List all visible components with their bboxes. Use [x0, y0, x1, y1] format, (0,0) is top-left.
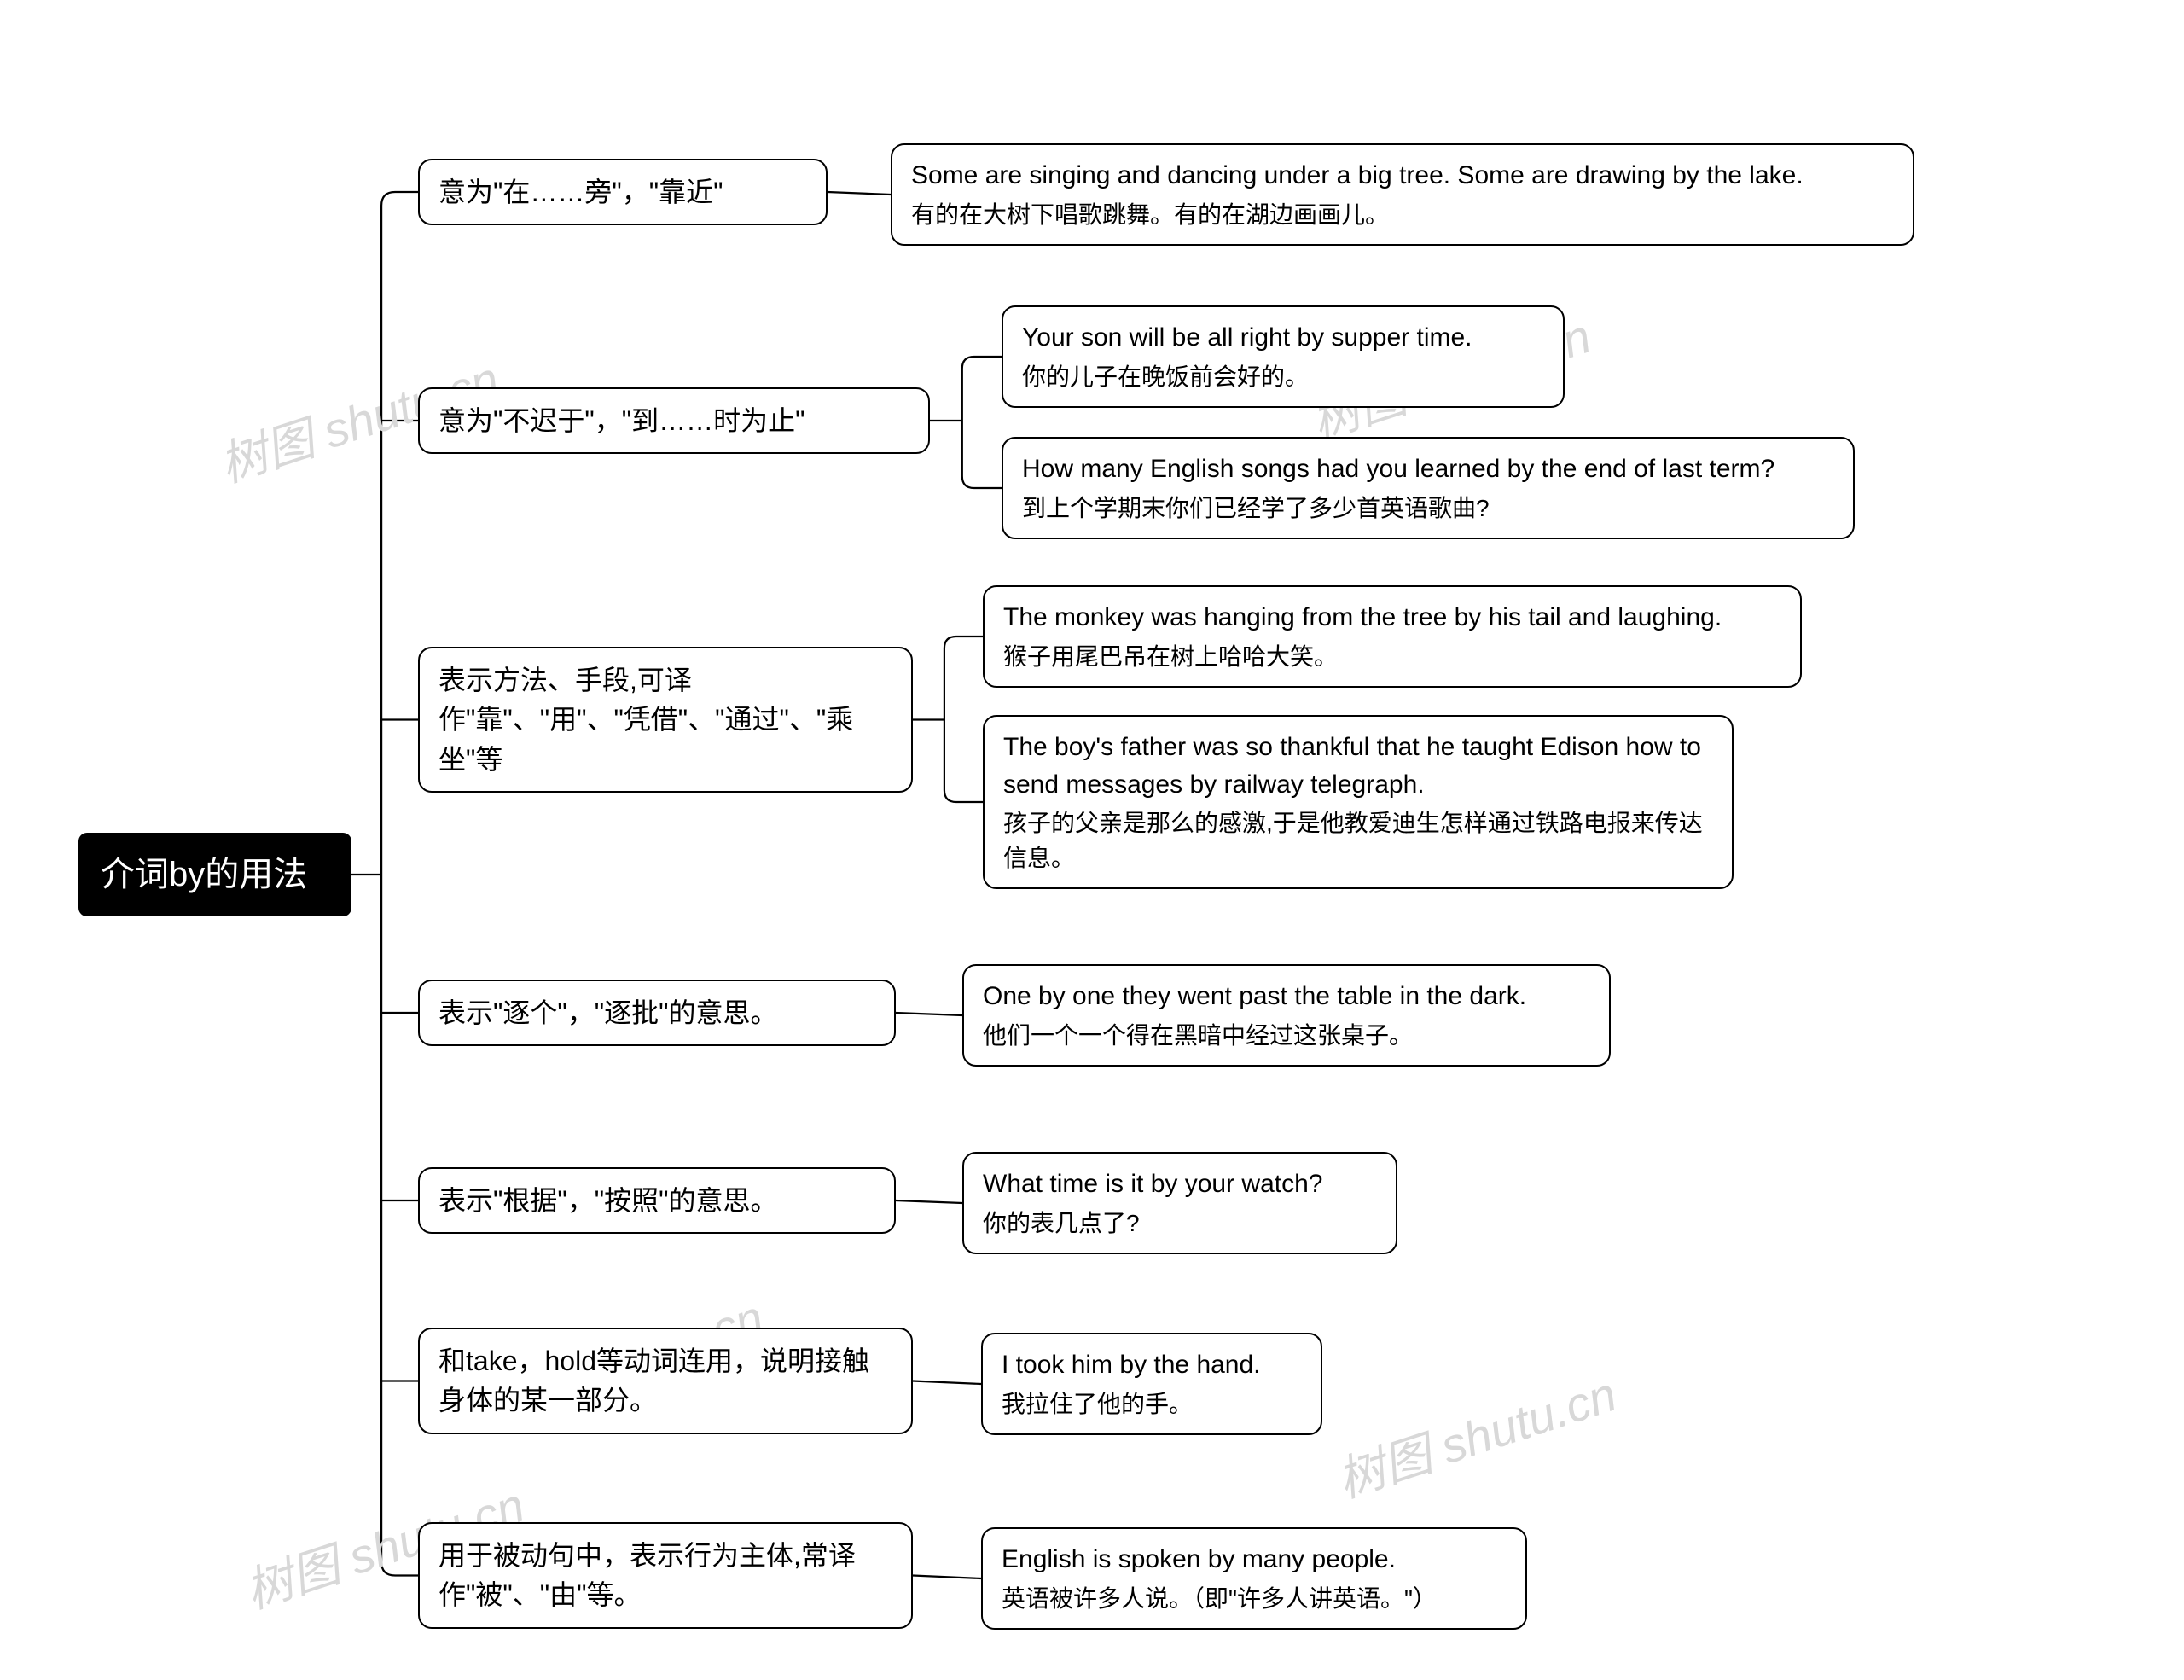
example-node: Some are singing and dancing under a big…	[891, 143, 1914, 246]
example-node: What time is it by your watch?你的表几点了?	[962, 1152, 1397, 1254]
example-zh: 英语被许多人说。（即"许多人讲英语。"）	[1002, 1582, 1507, 1617]
example-en: I took him by the hand.	[1002, 1346, 1302, 1384]
example-en: Your son will be all right by supper tim…	[1022, 319, 1544, 357]
example-en: The boy's father was so thankful that he…	[1003, 729, 1713, 803]
branch-node: 和take，hold等动词连用，说明接触身体的某一部分。	[418, 1328, 913, 1434]
branch-node: 意为"不迟于"，"到……时为止"	[418, 387, 930, 454]
example-node: English is spoken by many people. 英语被许多人说…	[981, 1527, 1527, 1630]
example-zh: 到上个学期末你们已经学了多少首英语歌曲?	[1022, 491, 1834, 526]
example-zh: 猴子用尾巴吊在树上哈哈大笑。	[1003, 640, 1781, 675]
example-zh: 你的表几点了?	[983, 1206, 1377, 1241]
example-zh: 孩子的父亲是那么的感激,于是他教爱迪生怎样通过铁路电报来传达信息。	[1003, 806, 1713, 875]
branch-node: 表示"根据"，"按照"的意思。	[418, 1167, 896, 1234]
example-en: One by one they went past the table in t…	[983, 978, 1590, 1015]
example-node: I took him by the hand.我拉住了他的手。	[981, 1333, 1322, 1435]
example-zh: 我拉住了他的手。	[1002, 1387, 1302, 1422]
example-node: One by one they went past the table in t…	[962, 964, 1611, 1067]
example-en: How many English songs had you learned b…	[1022, 451, 1834, 488]
example-node: Your son will be all right by supper tim…	[1002, 305, 1565, 408]
watermark: 树图 shutu.cn	[1327, 1357, 1624, 1512]
example-node: The monkey was hanging from the tree by …	[983, 585, 1802, 688]
example-node: The boy's father was so thankful that he…	[983, 715, 1734, 889]
example-en: The monkey was hanging from the tree by …	[1003, 599, 1781, 637]
branch-node: 意为"在……旁"，"靠近"	[418, 159, 828, 225]
branch-node: 表示"逐个"，"逐批"的意思。	[418, 980, 896, 1046]
example-en: Some are singing and dancing under a big…	[911, 157, 1894, 195]
example-zh: 有的在大树下唱歌跳舞。有的在湖边画画儿。	[911, 198, 1894, 233]
example-zh: 他们一个一个得在黑暗中经过这张桌子。	[983, 1019, 1590, 1054]
mindmap-canvas: 介词by的用法 树图 shutu.cn树图 shutu.cn树图 shutu.c…	[0, 0, 2184, 1680]
root-node: 介词by的用法	[78, 833, 351, 916]
example-zh: 你的儿子在晚饭前会好的。	[1022, 360, 1544, 395]
example-en: What time is it by your watch?	[983, 1166, 1377, 1203]
branch-node: 用于被动句中，表示行为主体,常译作"被"、"由"等。	[418, 1522, 913, 1629]
example-en: English is spoken by many people.	[1002, 1541, 1507, 1578]
branch-node: 表示方法、手段,可译作"靠"、"用"、"凭借"、"通过"、"乘坐"等	[418, 647, 913, 793]
example-node: How many English songs had you learned b…	[1002, 437, 1855, 539]
